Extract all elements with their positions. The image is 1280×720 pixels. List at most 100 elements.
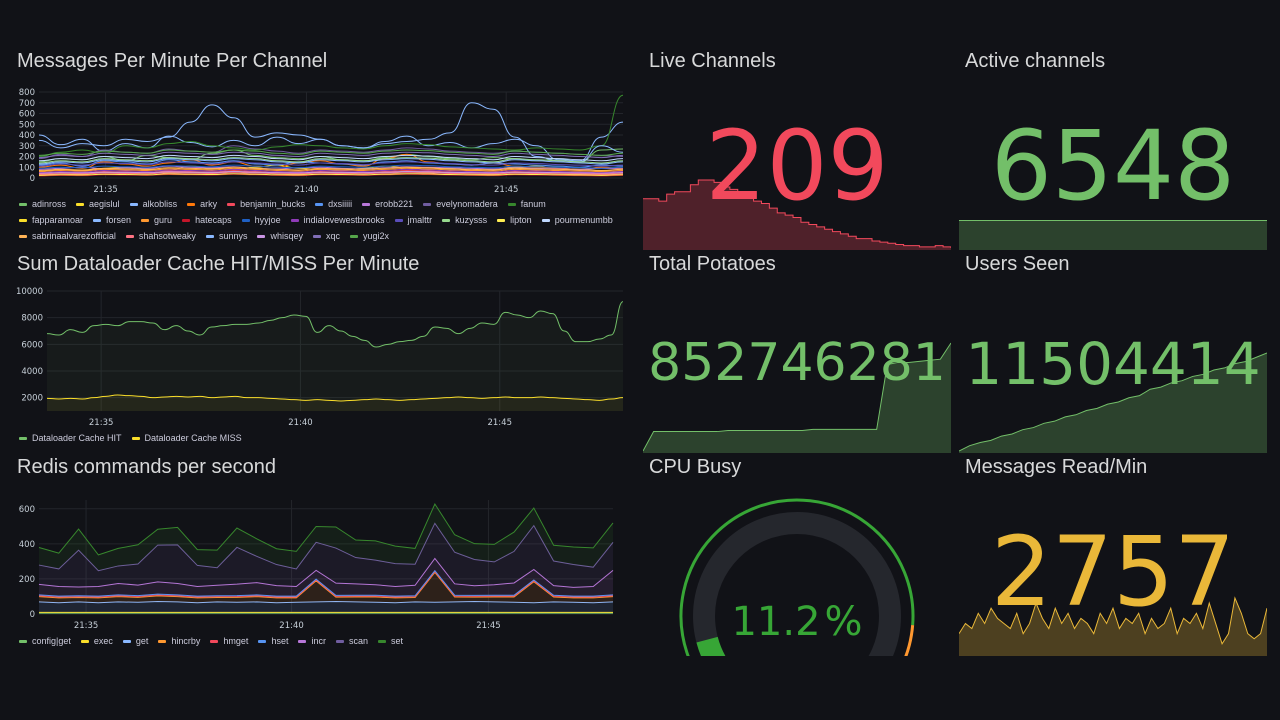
sparkline-line [643, 342, 951, 452]
series-line [38, 167, 624, 173]
legend-item[interactable]: forsen [93, 212, 131, 228]
legend-label: pourmenumbb [554, 215, 613, 225]
x-tick-label: 21:45 [476, 621, 501, 631]
messages-legend: adinross aegislul alkobliss arky benjamin_bu… [19, 196, 629, 244]
legend-item[interactable]: fapparamoar [19, 212, 83, 228]
stat-value: 2757 [990, 516, 1236, 628]
legend-swatch [187, 203, 196, 207]
legend-item[interactable]: adinross [19, 196, 66, 212]
legend-item[interactable]: config|get [19, 633, 71, 649]
y-tick-label: 300 [19, 142, 35, 152]
legend-item[interactable]: yugi2x [350, 228, 389, 244]
panel-redis-commands[interactable]: Redis commands per second 600 400 200 0 21:3… [11, 456, 631, 656]
legend-item[interactable]: dxsiiiii [315, 196, 352, 212]
legend-swatch [80, 640, 89, 644]
legend-swatch [19, 640, 27, 644]
gauge-value-arc [696, 636, 726, 656]
legend-item[interactable]: set [377, 633, 403, 649]
stat-value: 11504414 [965, 330, 1261, 398]
series-line [38, 502, 614, 556]
messages-read-sparkline [959, 596, 1267, 656]
legend-label: arky [200, 199, 218, 209]
panel-messages-per-minute[interactable]: Messages Per Minute Per Channel 800 700 60… [11, 50, 631, 250]
sparkline-line [643, 179, 951, 248]
legend-item[interactable]: sabrinaalvarezofficial [19, 228, 116, 244]
x-tick-label: 21:40 [279, 621, 304, 631]
y-tick-label: 0 [30, 174, 35, 184]
series-area [47, 301, 623, 411]
legend-label: hmget [223, 636, 249, 646]
legend-item[interactable]: alkobliss [129, 196, 177, 212]
panel-cache-hit-miss[interactable]: Sum Dataloader Cache HIT/MISS Per Minute… [11, 253, 631, 453]
cpu-gauge [679, 498, 915, 656]
legend-item[interactable]: whisqey [257, 228, 303, 244]
panel-title: Total Potatoes [649, 253, 776, 275]
legend-item[interactable]: sunnys [205, 228, 247, 244]
panel-active-channels[interactable]: Active channels 6548 [959, 50, 1267, 250]
panel-title: CPU Busy [649, 456, 742, 478]
x-tick-label: 21:40 [288, 418, 313, 428]
panel-total-potatoes[interactable]: Total Potatoes 852746281 [643, 253, 951, 453]
legend-swatch [423, 203, 432, 207]
legend-swatch [442, 219, 451, 223]
active-channels-sparkline [959, 220, 1267, 250]
legend-item[interactable]: arky [187, 196, 217, 212]
panel-cpu-busy[interactable]: CPU Busy 11.2% [643, 456, 951, 656]
legend-item[interactable]: pourmenumbb [541, 212, 613, 228]
panel-live-channels[interactable]: Live Channels 209 [643, 50, 951, 250]
gauge-number: 11.2 [731, 599, 821, 645]
legend-item[interactable]: get [122, 633, 148, 649]
sparkline-area [643, 343, 951, 453]
legend-item[interactable]: guru [141, 212, 172, 228]
legend-swatch [19, 219, 27, 223]
x-tick-label: 21:35 [93, 185, 118, 195]
legend-label: lipton [510, 215, 532, 225]
legend-item[interactable]: hyyjoe [241, 212, 281, 228]
legend-item[interactable]: hatecaps [182, 212, 232, 228]
legend-swatch [19, 203, 27, 207]
legend-item[interactable]: hset [258, 633, 288, 649]
legend-swatch [227, 203, 236, 207]
legend-item[interactable]: aegislul [76, 196, 120, 212]
legend-item[interactable]: fanum [507, 196, 546, 212]
legend-label: scan [348, 636, 368, 646]
legend-item[interactable]: indialovewestbrooks [290, 212, 385, 228]
series-line [38, 171, 624, 174]
legend-item[interactable]: hincrby [158, 633, 200, 649]
panel-users-seen[interactable]: Users Seen 11504414 [959, 253, 1267, 453]
legend-item[interactable]: jmalttr [394, 212, 433, 228]
legend-label: jmalttr [407, 215, 433, 225]
legend-item[interactable]: erobb221 [362, 196, 413, 212]
legend-item[interactable]: Dataloader Cache HIT [19, 430, 122, 446]
legend-item[interactable]: hmget [210, 633, 248, 649]
legend-item[interactable]: xqc [312, 228, 340, 244]
series-line [38, 158, 624, 165]
legend-label: indialovewestbrooks [303, 215, 385, 225]
legend-swatch [335, 640, 344, 644]
stat-value: 6548 [990, 110, 1236, 222]
gauge-unit: % [824, 599, 863, 645]
legend-swatch [258, 640, 267, 644]
legend-label: hyyjoe [254, 215, 281, 225]
panel-messages-read[interactable]: Messages Read/Min 2757 [959, 456, 1267, 656]
cache-chart: 10000 8000 6000 4000 2000 21:35 21:40 21:45 [16, 287, 624, 428]
legend-item[interactable]: evelynomadera [423, 196, 498, 212]
users-seen-sparkline [959, 352, 1267, 453]
legend-item[interactable]: lipton [497, 212, 532, 228]
legend-item[interactable]: kuzysss [442, 212, 487, 228]
legend-item[interactable]: benjamin_bucks [227, 196, 305, 212]
legend-item[interactable]: incr [298, 633, 326, 649]
legend-item[interactable]: shahsotweaky [125, 228, 196, 244]
series-line [46, 394, 624, 402]
legend-label: benjamin_bucks [240, 199, 306, 209]
legend-swatch [298, 640, 307, 644]
sparkline-area [959, 598, 1267, 656]
panel-title: Sum Dataloader Cache HIT/MISS Per Minute [17, 253, 420, 275]
legend-item[interactable]: scan [335, 633, 368, 649]
legend-item[interactable]: exec [80, 633, 113, 649]
legend-label: config|get [32, 636, 71, 646]
legend-swatch [141, 219, 150, 223]
legend-label: exec [93, 636, 113, 646]
legend-label: xqc [325, 231, 340, 241]
legend-item[interactable]: Dataloader Cache MISS [131, 430, 242, 446]
